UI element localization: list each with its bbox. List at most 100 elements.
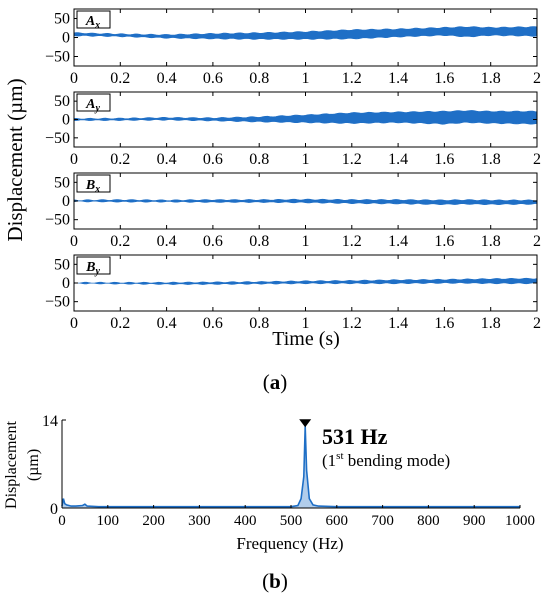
x-tick-label: 400 [234,513,257,529]
x-tick-label: 0 [70,315,78,332]
panel-a-time-plots: Displacement (µm) Time (s) (a) 500−500 0.… [3,8,541,394]
x-tick-label: 0.8 [249,151,269,168]
x-tick-label: 0.2 [110,151,130,168]
x-tick-label: 2 [533,233,541,250]
panel-a-xlabel: Time (s) [272,328,340,350]
x-tick-label: 0 [70,151,78,168]
x-tick-label: 2 [533,151,541,168]
series-label-main: B [85,260,95,275]
y-tick-label: 50 [54,174,70,191]
series-label-box [76,10,111,29]
x-tick-label: 1.2 [342,233,362,250]
x-tick-label: 300 [188,513,211,529]
y-tick-label: 0 [62,275,70,292]
x-tick-label: 500 [280,513,303,529]
x-tick-label: 0.8 [249,315,269,332]
x-tick-label: 0.8 [249,70,269,87]
mode-annotation: (1st bending mode) [322,450,450,470]
x-tick-label: 0 [70,233,78,250]
x-tick-label: 1.8 [481,70,501,87]
x-tick-label: 0.4 [157,151,177,168]
panel-a-ylabel: Displacement (µm) [3,78,27,241]
y-tick-label: 50 [54,11,70,28]
x-tick-label: 0.4 [157,315,177,332]
x-tick-label: 1.4 [388,151,408,168]
x-tick-label: 1.6 [434,151,454,168]
series-label-sub: x [94,184,100,195]
x-tick-label: 1 [302,233,310,250]
subplot-ax: 500−500 0.2 0.4 0.6 0.8 1 1.2 1.4 1.6 1.8 2Ax [45,8,541,87]
x-tick-label: 0.6 [203,70,223,87]
x-tick-label: 0.4 [157,233,177,250]
x-tick-label: 1.6 [434,315,454,332]
x-tick-label: 1.2 [342,151,362,168]
x-tick-label: 200 [142,513,165,529]
x-tick-label: 1.6 [434,70,454,87]
x-tick-label: 1 [302,151,310,168]
x-tick-label: 0.6 [203,233,223,250]
panel-b-ylabel-line2: (µm) [25,449,42,481]
series-label-box [76,174,111,193]
x-tick-label: 0.2 [110,233,130,250]
x-tick-label: 0.2 [110,315,130,332]
y-tick-label: 14 [42,413,58,430]
y-tick-label: 0 [62,193,70,210]
series-label-box [76,256,111,275]
mode-annotation-sup: st [336,450,343,462]
panel-b-spectrum: Displacement (µm) Frequency (Hz) 531 Hz … [3,413,535,593]
mode-annotation-suffix: bending mode) [344,451,451,470]
series-label-main: A [85,14,95,29]
x-tick-label: 1 [302,315,310,332]
x-tick-label: 0.8 [249,233,269,250]
x-tick-label: 1 [302,70,310,87]
panel-a-caption-letter: a [270,370,281,394]
series-label-main: A [85,97,95,112]
x-tick-label: 1.2 [342,315,362,332]
series-label: Bx [85,178,100,195]
x-tick-label: 100 [97,513,120,529]
y-tick-label: 50 [54,93,70,110]
panel-b-xlabel: Frequency (Hz) [236,534,343,553]
x-tick-label: 0.2 [110,70,130,87]
x-tick-label: 0.4 [157,70,177,87]
x-tick-label: 1.4 [388,315,408,332]
series-label-box [76,93,111,112]
subplot-bx: 500−500 0.2 0.4 0.6 0.8 1 1.2 1.4 1.6 1.8 2Bx [45,172,541,250]
series-label-sub: y [94,266,100,277]
panel-b-caption: (b) [262,569,288,593]
subplot-by: 500−500 0.2 0.4 0.6 0.8 1 1.2 1.4 1.6 1.8 2By [45,254,541,332]
series-label: Ax [85,14,100,31]
x-tick-label: 0 [58,513,66,529]
peak-frequency-annotation: 531 Hz [322,424,388,449]
x-tick-label: 600 [326,513,349,529]
subplot-ay: 50 0−500 0.2 0.4 0.6 0.8 1 1.2 1.4 1.6 1.8 2 Ay [45,91,541,168]
x-tick-label: 1.2 [342,70,362,87]
y-tick-label: 0 [50,501,58,518]
x-tick-label: 2 [533,70,541,87]
x-tick-label: 1.8 [481,233,501,250]
x-tick-label: 0.6 [203,315,223,332]
x-tick-label: 1.8 [481,151,501,168]
x-tick-label: 1.8 [481,315,501,332]
y-tick-label: −50 [45,212,70,229]
mode-annotation-prefix: (1 [322,451,336,470]
panel-a-caption: (a) [263,370,288,394]
y-tick-label: 0 [62,30,70,47]
x-tick-label: 800 [417,513,440,529]
x-tick-label: 0.6 [203,151,223,168]
x-tick-label: 700 [371,513,394,529]
y-tick-label: −50 [45,294,70,311]
panel-b-caption-letter: b [269,569,281,593]
x-tick-label: 1.4 [388,70,408,87]
series-label-main: B [85,178,95,193]
y-tick-label: 0 [62,112,70,129]
x-tick-label: 1.6 [434,233,454,250]
series-label: Ay [85,97,100,114]
y-tick-label: −50 [45,130,70,147]
x-tick-label: 900 [463,513,486,529]
x-tick-label: 1000 [505,513,535,529]
peak-marker [299,419,312,428]
series-label: By [85,260,100,277]
